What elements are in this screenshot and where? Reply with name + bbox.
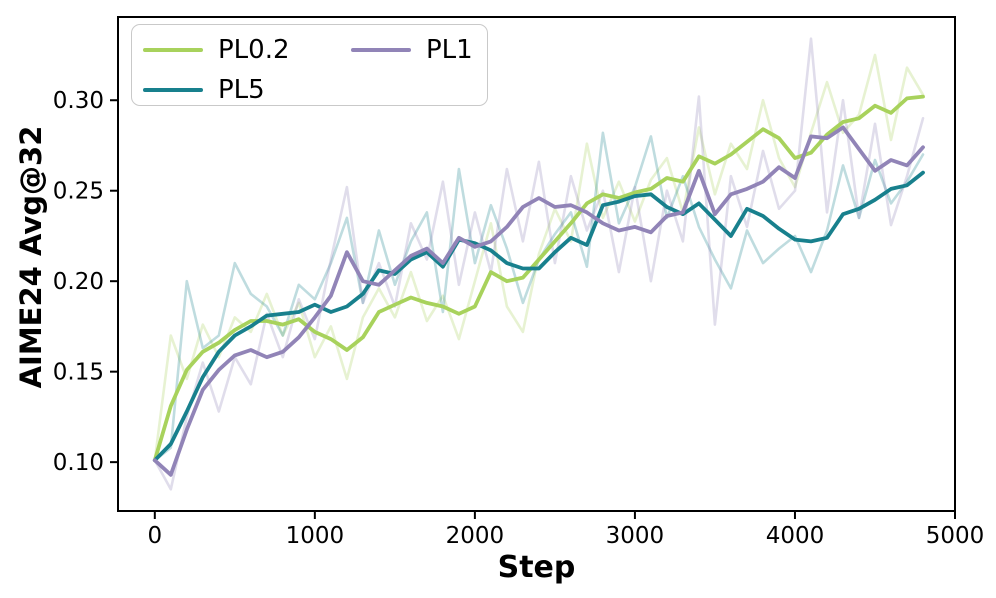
- x-tick-label: 3000: [606, 523, 665, 549]
- x-tick-label: 0: [147, 523, 162, 549]
- legend-line-swatch-pl5: [143, 87, 203, 93]
- raw-line-PL1: [153, 37, 925, 491]
- legend-item-pl1: PL1: [351, 36, 473, 64]
- smoothed-line-PL1: [152, 125, 925, 477]
- legend-item-pl0.2: PL0.2: [143, 36, 290, 64]
- legend-label-pl1: PL1: [426, 35, 473, 65]
- x-axis-label: Step: [497, 550, 576, 585]
- y-tick-label: 0.25: [53, 179, 104, 205]
- smoothed-line-PL5: [152, 170, 925, 463]
- y-axis-label: AIME24 Avg@32: [14, 125, 48, 389]
- legend-line-swatch-pl1: [351, 47, 411, 53]
- y-tick-label: 0.20: [53, 269, 104, 295]
- smoothed-line-PL0.2: [152, 94, 925, 463]
- raw-line-PL0.2: [153, 53, 925, 462]
- y-tick-label: 0.10: [53, 450, 104, 476]
- legend-line-swatch-pl0.2: [143, 47, 203, 53]
- x-tick-label: 2000: [446, 523, 505, 549]
- legend-label-pl5: PL5: [218, 75, 265, 105]
- x-tick-label: 5000: [926, 523, 985, 549]
- x-tick-label: 4000: [766, 523, 825, 549]
- legend: PL0.2 PL5 PL1: [131, 24, 488, 106]
- plot-spines: [117, 16, 956, 512]
- y-tick-label: 0.30: [53, 88, 104, 114]
- y-tick-label: 0.15: [53, 360, 104, 386]
- raw-line-PL5: [153, 131, 925, 462]
- legend-item-pl5: PL5: [143, 76, 265, 104]
- x-tick-label: 1000: [286, 523, 345, 549]
- axes: 0 1000 2000 3000 4000 5000 0.10 0.15 0.20 0.25 0.3…: [53, 88, 984, 549]
- legend-label-pl0.2: PL0.2: [218, 35, 290, 65]
